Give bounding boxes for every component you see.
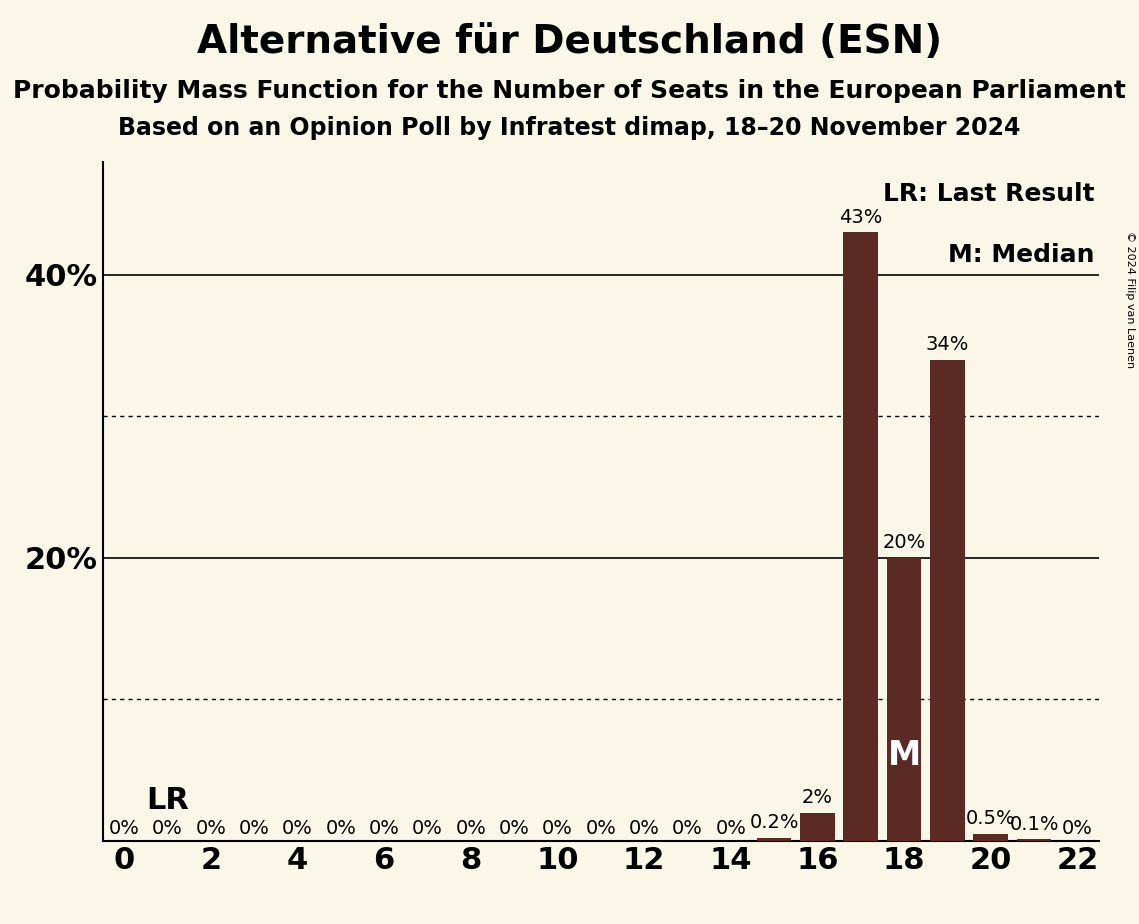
Text: 0%: 0% — [412, 819, 443, 838]
Text: LR: LR — [146, 786, 189, 815]
Text: M: Median: M: Median — [948, 243, 1095, 267]
Text: 0%: 0% — [629, 819, 659, 838]
Text: 0%: 0% — [456, 819, 486, 838]
Text: 0%: 0% — [585, 819, 616, 838]
Text: 0%: 0% — [326, 819, 357, 838]
Text: M: M — [887, 739, 920, 772]
Text: 0%: 0% — [108, 819, 140, 838]
Text: 0.2%: 0.2% — [749, 813, 798, 833]
Bar — [844, 233, 878, 841]
Text: 2%: 2% — [802, 788, 833, 807]
Text: 34%: 34% — [926, 335, 969, 354]
Text: 0%: 0% — [542, 819, 573, 838]
Text: 0%: 0% — [153, 819, 183, 838]
Text: © 2024 Filip van Laenen: © 2024 Filip van Laenen — [1125, 231, 1134, 368]
Text: 0.1%: 0.1% — [1009, 815, 1059, 833]
Text: 20%: 20% — [883, 533, 926, 553]
Text: 0%: 0% — [715, 819, 746, 838]
Bar — [800, 812, 835, 841]
Bar — [756, 838, 792, 841]
Text: 43%: 43% — [839, 208, 883, 226]
Text: Alternative für Deutschland (ESN): Alternative für Deutschland (ESN) — [197, 23, 942, 61]
Text: 0%: 0% — [369, 819, 400, 838]
Bar — [887, 558, 921, 841]
Text: 0%: 0% — [282, 819, 313, 838]
Text: 0%: 0% — [1062, 819, 1093, 838]
Text: Based on an Opinion Poll by Infratest dimap, 18–20 November 2024: Based on an Opinion Poll by Infratest di… — [118, 116, 1021, 140]
Bar — [931, 359, 965, 841]
Bar — [974, 833, 1008, 841]
Text: 0%: 0% — [196, 819, 227, 838]
Bar — [1017, 839, 1051, 841]
Text: 0%: 0% — [672, 819, 703, 838]
Text: 0%: 0% — [239, 819, 270, 838]
Text: 0.5%: 0.5% — [966, 809, 1016, 828]
Text: LR: Last Result: LR: Last Result — [883, 182, 1095, 206]
Text: Probability Mass Function for the Number of Seats in the European Parliament: Probability Mass Function for the Number… — [13, 79, 1126, 103]
Text: 0%: 0% — [499, 819, 530, 838]
